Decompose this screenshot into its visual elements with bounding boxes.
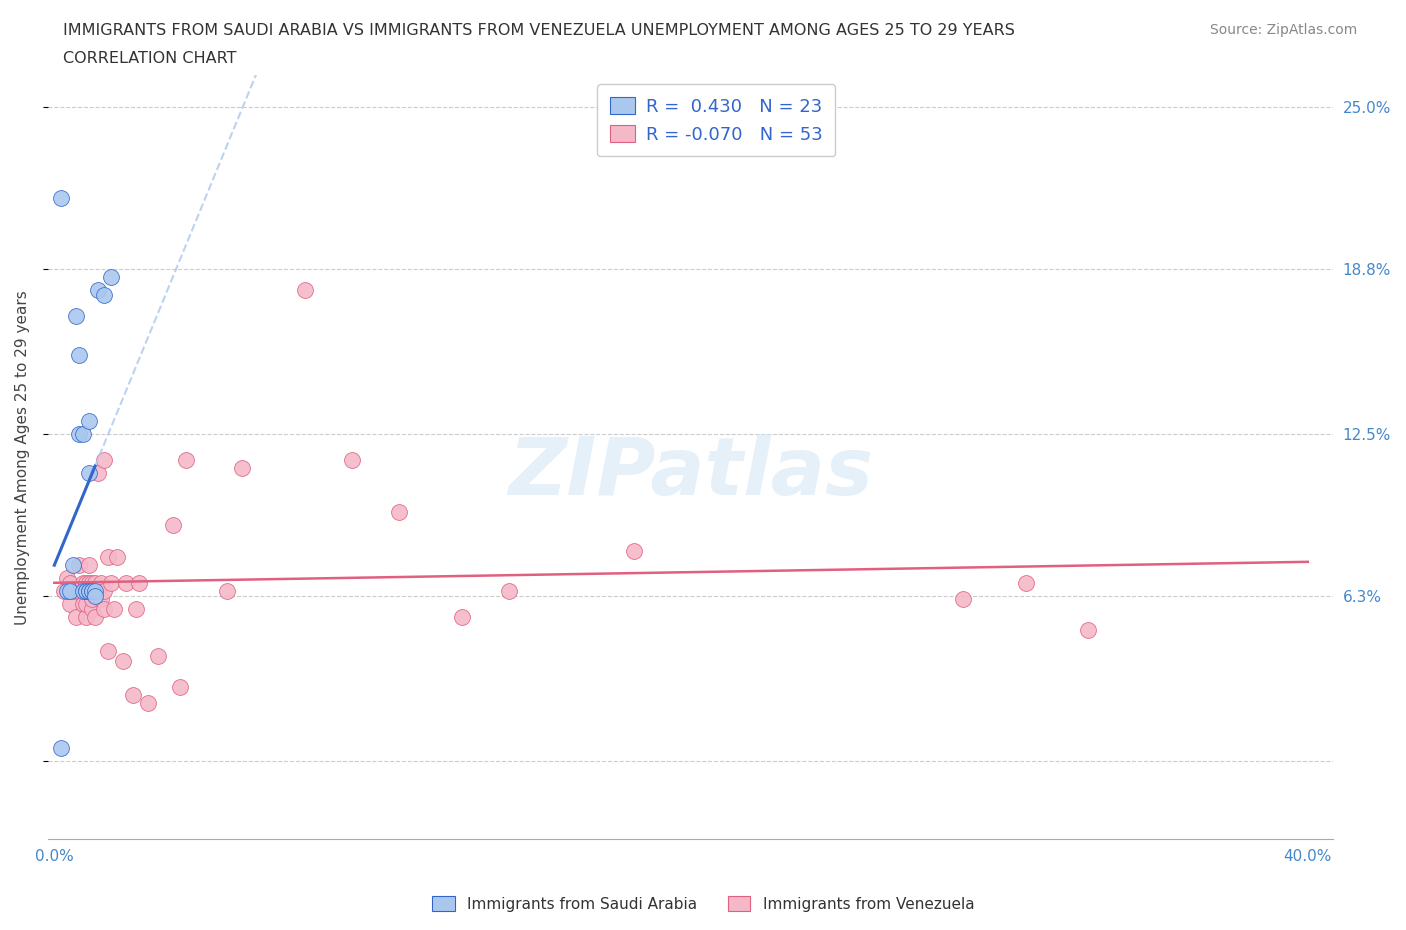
Point	[1077, 622, 1099, 637]
Point	[97, 644, 120, 658]
Point	[87, 283, 110, 298]
Point	[56, 570, 79, 585]
Point	[1015, 576, 1038, 591]
Point	[84, 576, 107, 591]
Point	[93, 453, 115, 468]
Point	[162, 518, 184, 533]
Point	[67, 426, 90, 441]
Point	[90, 576, 112, 591]
Point	[498, 583, 520, 598]
Point	[80, 576, 103, 591]
Point	[75, 583, 97, 598]
Point	[62, 557, 84, 572]
Point	[72, 426, 94, 441]
Point	[93, 602, 115, 617]
Text: IMMIGRANTS FROM SAUDI ARABIA VS IMMIGRANTS FROM VENEZUELA UNEMPLOYMENT AMONG AGE: IMMIGRANTS FROM SAUDI ARABIA VS IMMIGRAN…	[63, 23, 1015, 38]
Point	[450, 609, 472, 624]
Point	[80, 583, 103, 598]
Point	[49, 740, 72, 755]
Point	[77, 583, 100, 598]
Point	[100, 270, 122, 285]
Point	[138, 696, 160, 711]
Point	[77, 576, 100, 591]
Point	[80, 591, 103, 606]
Point	[100, 576, 122, 591]
Point	[87, 583, 110, 598]
Legend: R =  0.430   N = 23, R = -0.070   N = 53: R = 0.430 N = 23, R = -0.070 N = 53	[598, 85, 835, 156]
Point	[75, 583, 97, 598]
Point	[77, 413, 100, 428]
Point	[75, 609, 97, 624]
Point	[67, 348, 90, 363]
Point	[146, 648, 169, 663]
Point	[67, 557, 90, 572]
Point	[84, 609, 107, 624]
Point	[80, 602, 103, 617]
Y-axis label: Unemployment Among Ages 25 to 29 years: Unemployment Among Ages 25 to 29 years	[15, 290, 30, 625]
Point	[174, 453, 197, 468]
Point	[93, 583, 115, 598]
Text: Source: ZipAtlas.com: Source: ZipAtlas.com	[1209, 23, 1357, 37]
Point	[623, 544, 645, 559]
Point	[294, 283, 316, 298]
Point	[65, 309, 87, 324]
Point	[125, 602, 148, 617]
Legend: Immigrants from Saudi Arabia, Immigrants from Venezuela: Immigrants from Saudi Arabia, Immigrants…	[426, 890, 980, 918]
Point	[77, 557, 100, 572]
Point	[75, 596, 97, 611]
Point	[72, 583, 94, 598]
Point	[115, 576, 138, 591]
Point	[75, 576, 97, 591]
Point	[952, 591, 974, 606]
Point	[49, 191, 72, 206]
Point	[56, 583, 79, 598]
Point	[62, 583, 84, 598]
Point	[59, 596, 82, 611]
Point	[97, 550, 120, 565]
Point	[388, 505, 411, 520]
Point	[65, 609, 87, 624]
Point	[103, 602, 125, 617]
Point	[90, 591, 112, 606]
Point	[112, 654, 135, 669]
Point	[77, 466, 100, 481]
Point	[80, 583, 103, 598]
Point	[72, 576, 94, 591]
Point	[59, 583, 82, 598]
Point	[59, 576, 82, 591]
Point	[231, 460, 253, 475]
Text: CORRELATION CHART: CORRELATION CHART	[63, 51, 236, 66]
Point	[169, 680, 191, 695]
Point	[67, 583, 90, 598]
Point	[128, 576, 150, 591]
Point	[52, 583, 75, 598]
Point	[215, 583, 238, 598]
Point	[340, 453, 363, 468]
Point	[121, 688, 143, 703]
Text: ZIPatlas: ZIPatlas	[508, 433, 873, 512]
Point	[87, 466, 110, 481]
Point	[93, 287, 115, 302]
Point	[84, 583, 107, 598]
Point	[84, 589, 107, 604]
Point	[105, 550, 128, 565]
Point	[72, 596, 94, 611]
Point	[77, 583, 100, 598]
